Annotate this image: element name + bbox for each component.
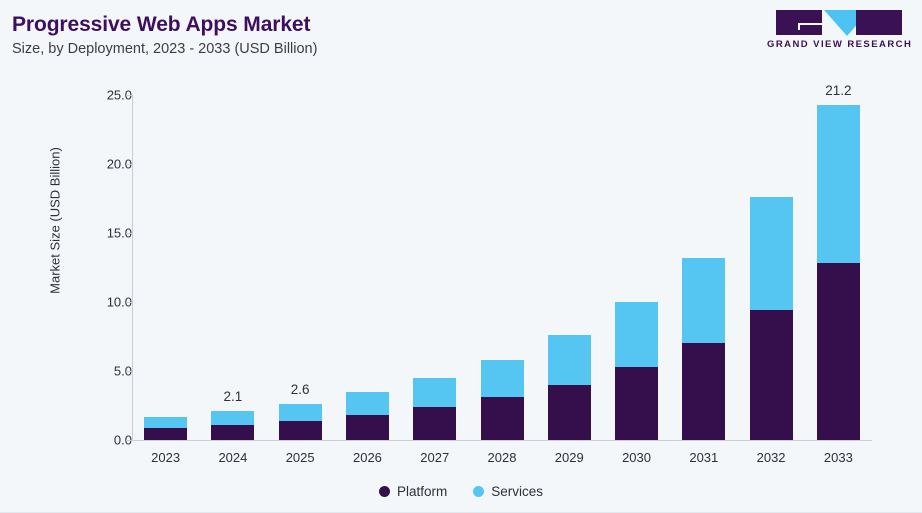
bar-group[interactable] <box>278 404 322 440</box>
bar-value-label: 21.2 <box>825 82 852 98</box>
x-axis-tick-label: 2030 <box>622 450 651 465</box>
logo-g-stem-icon <box>798 23 800 30</box>
legend-swatch-icon <box>473 486 485 497</box>
bar-group[interactable] <box>144 416 188 440</box>
bar-segment-services[interactable] <box>278 404 322 421</box>
bar-group[interactable] <box>749 197 793 440</box>
x-axis-tick-label: 2023 <box>151 450 181 465</box>
logo-g-bar-icon <box>798 23 824 25</box>
bar-segment-services[interactable] <box>413 377 457 407</box>
x-axis-tick-label: 2029 <box>554 450 584 465</box>
bar-segment-platform[interactable] <box>547 384 591 440</box>
y-axis-tick-label: 0.0 <box>113 432 132 448</box>
bar-segment-platform[interactable] <box>682 343 726 440</box>
y-axis-tick-label: 10.0 <box>106 294 132 310</box>
x-axis-tick-label: 2031 <box>689 450 719 465</box>
bar-segment-platform[interactable] <box>749 310 793 440</box>
logo-mark-icon <box>767 9 911 36</box>
page-title: Progressive Web Apps Market <box>12 13 311 36</box>
legend-label: Platform <box>396 484 448 499</box>
bar-segment-services[interactable] <box>211 411 255 425</box>
bar-segment-services[interactable] <box>547 335 591 385</box>
y-axis-line <box>132 95 133 441</box>
bar-segment-platform[interactable] <box>345 415 389 440</box>
bar-segment-platform[interactable] <box>615 366 659 440</box>
x-axis-tick-label: 2025 <box>285 450 315 465</box>
y-axis-tick-label: 15.0 <box>106 225 132 241</box>
logo-r-block-icon <box>856 10 902 35</box>
logo-wordmark: GRAND VIEW RESEARCH <box>767 39 913 50</box>
y-axis-tick-mark <box>126 371 132 372</box>
bar-segment-services[interactable] <box>816 104 860 264</box>
bar-segment-services[interactable] <box>615 302 659 367</box>
bar-value-label: 2.6 <box>290 382 310 398</box>
bar-group[interactable] <box>615 302 659 440</box>
x-axis-tick-label: 2032 <box>756 450 786 465</box>
legend-item-services[interactable]: Services <box>473 484 543 499</box>
chart-legend: Platform Services <box>0 484 922 499</box>
legend-label: Services <box>491 484 544 499</box>
bar-segment-services[interactable] <box>480 359 524 398</box>
y-axis-tick-mark <box>126 95 132 96</box>
logo-g-block-icon <box>776 10 824 35</box>
bar-segment-platform[interactable] <box>278 420 322 440</box>
y-axis-tick-mark <box>126 440 132 441</box>
y-axis-tick-mark <box>126 302 132 303</box>
x-axis-tick-label: 2028 <box>487 450 517 465</box>
chart-subtitle: Size, by Deployment, 2023 - 2033 (USD Bi… <box>12 41 318 57</box>
bar-segment-platform[interactable] <box>211 424 255 440</box>
bar-group[interactable] <box>547 335 591 440</box>
x-axis-tick-label: 2024 <box>218 450 248 465</box>
y-axis-tick-label: 5.0 <box>113 363 132 379</box>
bar-segment-platform[interactable] <box>413 406 457 440</box>
y-axis-tick-label: 20.0 <box>106 156 132 172</box>
y-axis-tick-label: 25.0 <box>106 87 132 103</box>
bar-group[interactable] <box>345 391 389 440</box>
bar-segment-platform[interactable] <box>144 427 188 440</box>
bar-group[interactable] <box>211 411 255 440</box>
y-axis-tick-mark <box>126 233 132 234</box>
bar-group[interactable] <box>816 104 860 440</box>
bar-segment-platform[interactable] <box>816 263 860 440</box>
bar-value-label: 2.1 <box>223 389 243 405</box>
bar-segment-services[interactable] <box>345 391 389 416</box>
y-axis-title: Market Size (USD Billion) <box>47 147 63 294</box>
chart-header: Progressive Web Apps Market Size, by Dep… <box>0 0 922 70</box>
y-axis-tick-mark <box>126 164 132 165</box>
x-axis-tick-label: 2026 <box>352 450 382 465</box>
bar-segment-services[interactable] <box>144 416 188 428</box>
bar-segment-services[interactable] <box>682 257 726 344</box>
x-axis-tick-label: 2027 <box>420 450 450 465</box>
bar-group[interactable] <box>682 257 726 440</box>
x-axis-line <box>132 440 872 441</box>
bar-group[interactable] <box>480 359 524 440</box>
legend-swatch-icon <box>378 486 390 497</box>
legend-item-platform[interactable]: Platform <box>378 484 448 499</box>
bar-segment-platform[interactable] <box>480 397 524 440</box>
grand-view-research-logo: GRAND VIEW RESEARCH <box>767 9 911 55</box>
x-axis-tick-label: 2033 <box>823 450 853 465</box>
bar-segment-services[interactable] <box>749 197 793 311</box>
title-block: Progressive Web Apps Market Size, by Dep… <box>12 12 317 60</box>
bar-group[interactable] <box>413 377 457 440</box>
